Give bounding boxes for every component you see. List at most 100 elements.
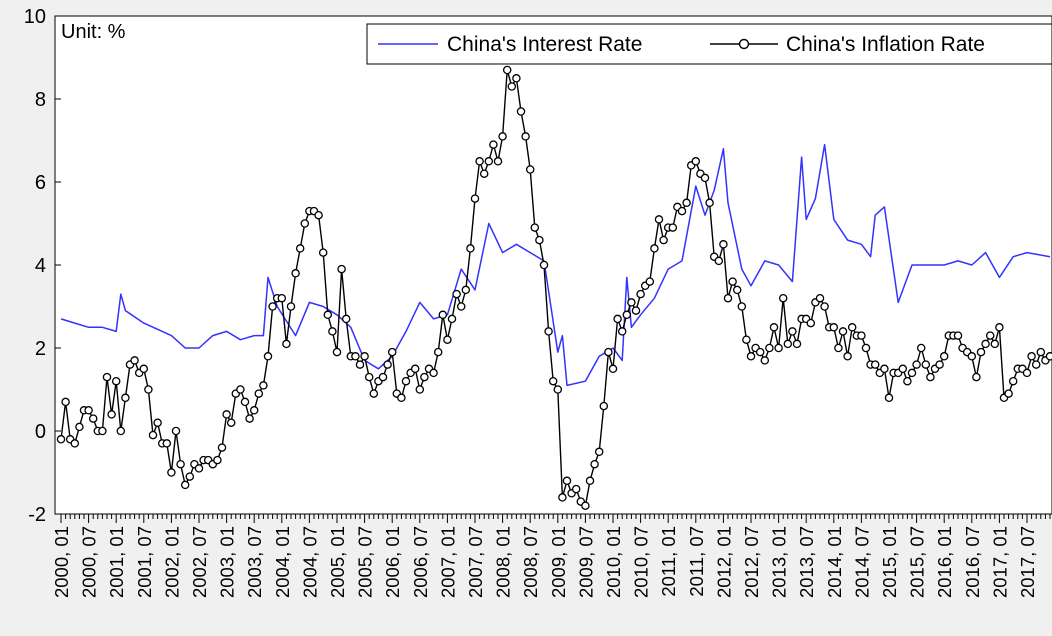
data-point-inflation-rate <box>295 244 305 253</box>
data-point-inflation-rate <box>493 157 503 166</box>
data-point-inflation-rate <box>236 385 245 394</box>
y-tick-label: 10 <box>24 6 46 28</box>
data-point-inflation-rate <box>691 157 701 166</box>
data-point-inflation-rate <box>116 426 126 436</box>
data-point-inflation-rate <box>880 364 889 374</box>
data-point-inflation-rate <box>447 314 457 324</box>
data-point-inflation-rate <box>364 372 374 382</box>
data-point-inflation-rate <box>939 352 949 361</box>
data-point-inflation-rate <box>84 406 93 415</box>
x-tick-label: 2001, 01 <box>106 526 127 598</box>
data-point-inflation-rate <box>815 293 825 303</box>
data-point-inflation-rate <box>907 368 917 378</box>
data-point-inflation-rate <box>341 314 351 324</box>
data-point-inflation-rate <box>829 323 839 332</box>
data-point-inflation-rate <box>171 426 181 436</box>
legend-label-interest-rate: China's Interest Rate <box>447 33 642 56</box>
data-point-inflation-rate <box>507 82 517 91</box>
data-point-inflation-rate <box>291 269 300 278</box>
x-tick-label: 2009, 07 <box>575 526 596 598</box>
data-point-inflation-rate <box>415 385 425 394</box>
data-point-inflation-rate <box>1045 352 1052 361</box>
data-point-inflation-rate <box>806 318 816 328</box>
x-tick-label: 2005, 01 <box>327 526 348 598</box>
data-point-inflation-rate <box>935 360 944 369</box>
data-point-inflation-rate <box>884 393 894 403</box>
data-point-inflation-rate <box>314 210 323 220</box>
x-axis: 2000, 01 2000, 07 2001, 01 2001, 07 2002, 01… <box>51 514 1051 598</box>
data-point-inflation-rate <box>990 339 1000 349</box>
data-point-inflation-rate <box>102 372 112 382</box>
x-tick-label: 2010, 01 <box>603 526 624 598</box>
data-point-inflation-rate <box>820 302 829 311</box>
data-point-inflation-rate <box>995 323 1004 332</box>
x-tick-label: 2006, 01 <box>382 526 403 598</box>
data-point-inflation-rate <box>755 347 765 357</box>
series-line-interest-rate <box>60 143 1051 387</box>
data-point-inflation-rate <box>61 397 70 407</box>
data-point-inflation-rate <box>847 323 857 332</box>
data-point-inflation-rate <box>659 235 668 245</box>
data-point-inflation-rate <box>217 443 227 452</box>
x-tick-label: 2003, 01 <box>217 526 238 598</box>
data-point-inflation-rate <box>516 107 526 116</box>
data-point-inflation-rate <box>351 352 360 361</box>
data-point-inflation-rate <box>470 194 480 203</box>
data-point-inflation-rate <box>245 414 254 423</box>
data-point-inflation-rate <box>898 364 908 374</box>
data-point-inflation-rate <box>88 414 98 423</box>
data-point-inflation-rate <box>1022 368 1032 378</box>
data-point-inflation-rate <box>972 372 981 382</box>
data-point-inflation-rate <box>332 347 342 357</box>
data-point-inflation-rate <box>792 339 802 349</box>
data-point-inflation-rate <box>622 310 632 320</box>
data-point-inflation-rate <box>838 327 848 336</box>
data-point-inflation-rate <box>397 393 406 403</box>
data-point-inflation-rate <box>700 173 710 183</box>
y-tick-label: 0 <box>35 421 46 443</box>
legend-label-inflation-rate: China's Inflation Rate <box>786 33 985 56</box>
data-point-inflation-rate <box>967 352 977 361</box>
legend-marker-inflation-rate <box>738 38 750 50</box>
data-point-inflation-rate <box>742 335 751 344</box>
data-point-inflation-rate <box>360 352 369 361</box>
x-tick-label: 2011, 07 <box>686 526 707 597</box>
data-point-inflation-rate <box>627 298 636 307</box>
x-tick-label: 2010, 07 <box>631 526 652 598</box>
data-point-inflation-rate <box>746 352 756 361</box>
data-point-inflation-rate <box>121 393 130 403</box>
data-point-inflation-rate <box>650 244 659 253</box>
data-point-inflation-rate <box>921 360 931 369</box>
data-point-inflation-rate <box>677 206 687 216</box>
data-point-inflation-rate <box>857 331 866 340</box>
data-point-inflation-rate <box>107 410 116 419</box>
data-point-inflation-rate <box>456 302 466 311</box>
data-point-inflation-rate <box>222 410 231 419</box>
data-point-inflation-rate <box>268 302 277 311</box>
data-point-inflation-rate <box>1027 352 1036 361</box>
data-point-inflation-rate <box>378 372 388 382</box>
data-point-inflation-rate <box>438 310 448 320</box>
data-point-inflation-rate <box>617 327 627 336</box>
x-tick-label: 2004, 07 <box>299 526 320 598</box>
data-point-inflation-rate <box>502 65 512 75</box>
data-point-inflation-rate <box>70 439 80 448</box>
data-point-inflation-rate <box>778 293 788 303</box>
data-point-inflation-rate <box>475 157 484 166</box>
y-tick-label: 4 <box>35 255 46 277</box>
data-point-inflation-rate <box>286 302 296 311</box>
data-point-inflation-rate <box>180 480 190 490</box>
data-point-inflation-rate <box>176 459 185 469</box>
data-point-inflation-rate <box>861 343 871 353</box>
data-point-inflation-rate <box>521 132 530 141</box>
data-point-inflation-rate <box>774 343 783 353</box>
x-tick-label: 2013, 07 <box>796 526 817 598</box>
data-point-inflation-rate <box>571 484 581 494</box>
data-point-inflation-rate <box>282 339 291 349</box>
data-point-inflation-rate <box>420 372 429 382</box>
x-tick-label: 2017, 01 <box>989 526 1010 598</box>
data-point-inflation-rate <box>530 223 540 232</box>
data-point-inflation-rate <box>834 343 843 353</box>
data-point-inflation-rate <box>903 376 912 386</box>
